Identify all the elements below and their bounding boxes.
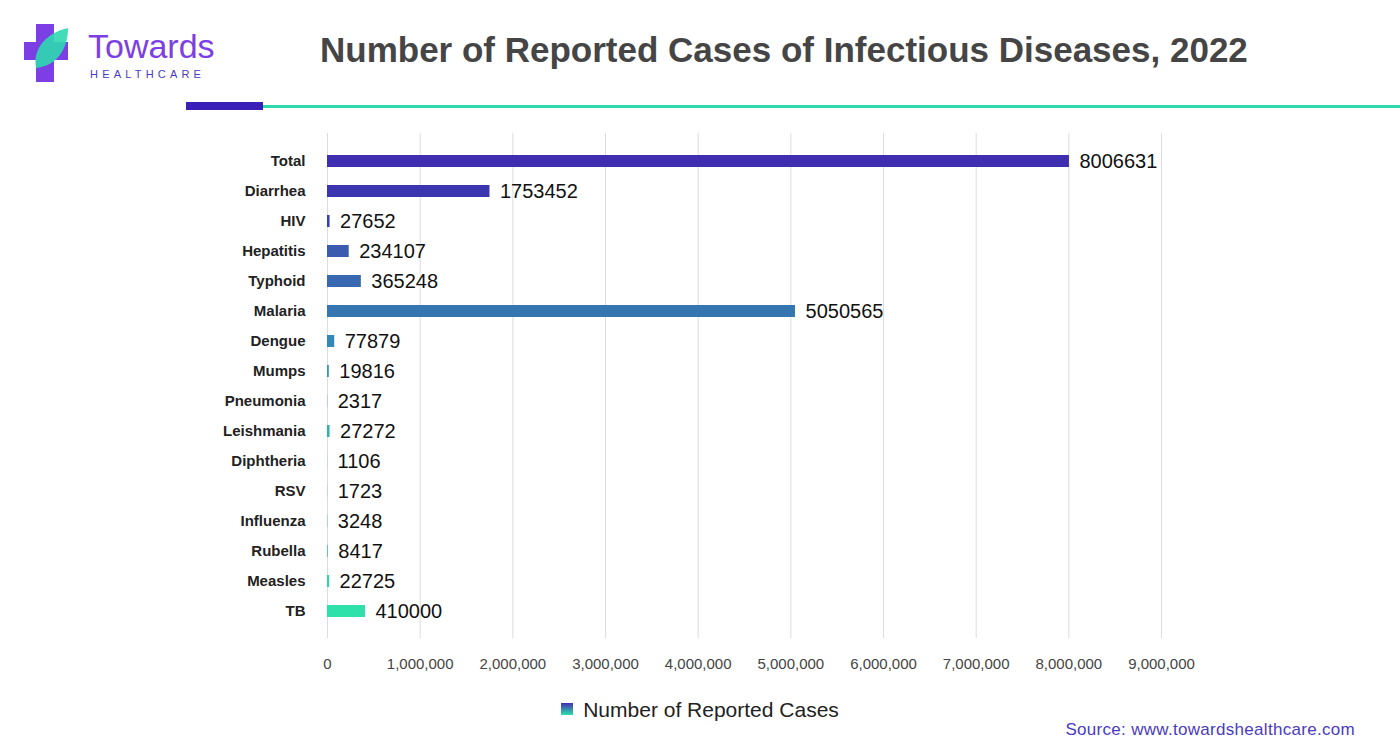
svg-text:77879: 77879 bbox=[345, 330, 401, 352]
svg-text:Mumps: Mumps bbox=[253, 362, 306, 379]
svg-text:234107: 234107 bbox=[359, 240, 426, 262]
svg-text:8417: 8417 bbox=[338, 540, 383, 562]
svg-text:365248: 365248 bbox=[371, 270, 438, 292]
svg-text:HIV: HIV bbox=[280, 212, 305, 229]
html-text:Number of Reported Cases of In: Number of Reported Cases of Infectious D… bbox=[320, 30, 1248, 69]
svg-text:3248: 3248 bbox=[338, 510, 383, 532]
svg-text:0: 0 bbox=[323, 655, 331, 672]
svg-text:Hepatitis: Hepatitis bbox=[242, 242, 305, 259]
html-text:Number of Reported Cases: Number of Reported Cases bbox=[583, 698, 839, 721]
svg-text:Leishmania: Leishmania bbox=[223, 422, 306, 439]
html-text:Source: www.towardshealthcare.: Source: www.towardshealthcare.com bbox=[1065, 720, 1355, 739]
svg-text:HEALTHCARE: HEALTHCARE bbox=[90, 68, 205, 80]
svg-text:8,000,000: 8,000,000 bbox=[1035, 655, 1102, 672]
svg-text:Typhoid: Typhoid bbox=[248, 272, 305, 289]
svg-text:27272: 27272 bbox=[340, 420, 396, 442]
svg-text:6,000,000: 6,000,000 bbox=[850, 655, 917, 672]
svg-text:2,000,000: 2,000,000 bbox=[479, 655, 546, 672]
svg-text:1106: 1106 bbox=[338, 450, 381, 472]
svg-text:1753452: 1753452 bbox=[500, 180, 578, 202]
svg-text:1723: 1723 bbox=[338, 480, 383, 502]
svg-text:7,000,000: 7,000,000 bbox=[943, 655, 1010, 672]
svg-text:8006631: 8006631 bbox=[1079, 150, 1157, 172]
svg-text:19816: 19816 bbox=[339, 360, 395, 382]
svg-text:Influenza: Influenza bbox=[240, 512, 306, 529]
svg-text:2317: 2317 bbox=[338, 390, 383, 412]
svg-text:Total: Total bbox=[271, 152, 306, 169]
svg-text:3,000,000: 3,000,000 bbox=[572, 655, 639, 672]
svg-text:Malaria: Malaria bbox=[254, 302, 306, 319]
svg-text:5,000,000: 5,000,000 bbox=[757, 655, 824, 672]
svg-text:RSV: RSV bbox=[275, 482, 306, 499]
svg-text:4,000,000: 4,000,000 bbox=[665, 655, 732, 672]
svg-text:9,000,000: 9,000,000 bbox=[1128, 655, 1195, 672]
svg-text:Rubella: Rubella bbox=[251, 542, 306, 559]
svg-text:Diphtheria: Diphtheria bbox=[231, 452, 306, 469]
svg-text:Dengue: Dengue bbox=[250, 332, 305, 349]
svg-text:Towards: Towards bbox=[88, 27, 215, 65]
svg-text:410000: 410000 bbox=[375, 600, 442, 622]
svg-text:27652: 27652 bbox=[340, 210, 396, 232]
svg-text:Pneumonia: Pneumonia bbox=[225, 392, 307, 409]
svg-text:1,000,000: 1,000,000 bbox=[387, 655, 454, 672]
svg-text:Diarrhea: Diarrhea bbox=[245, 182, 307, 199]
svg-text:5050565: 5050565 bbox=[806, 300, 884, 322]
svg-text:22725: 22725 bbox=[340, 570, 396, 592]
svg-text:Measles: Measles bbox=[247, 572, 305, 589]
svg-text:TB: TB bbox=[286, 602, 306, 619]
